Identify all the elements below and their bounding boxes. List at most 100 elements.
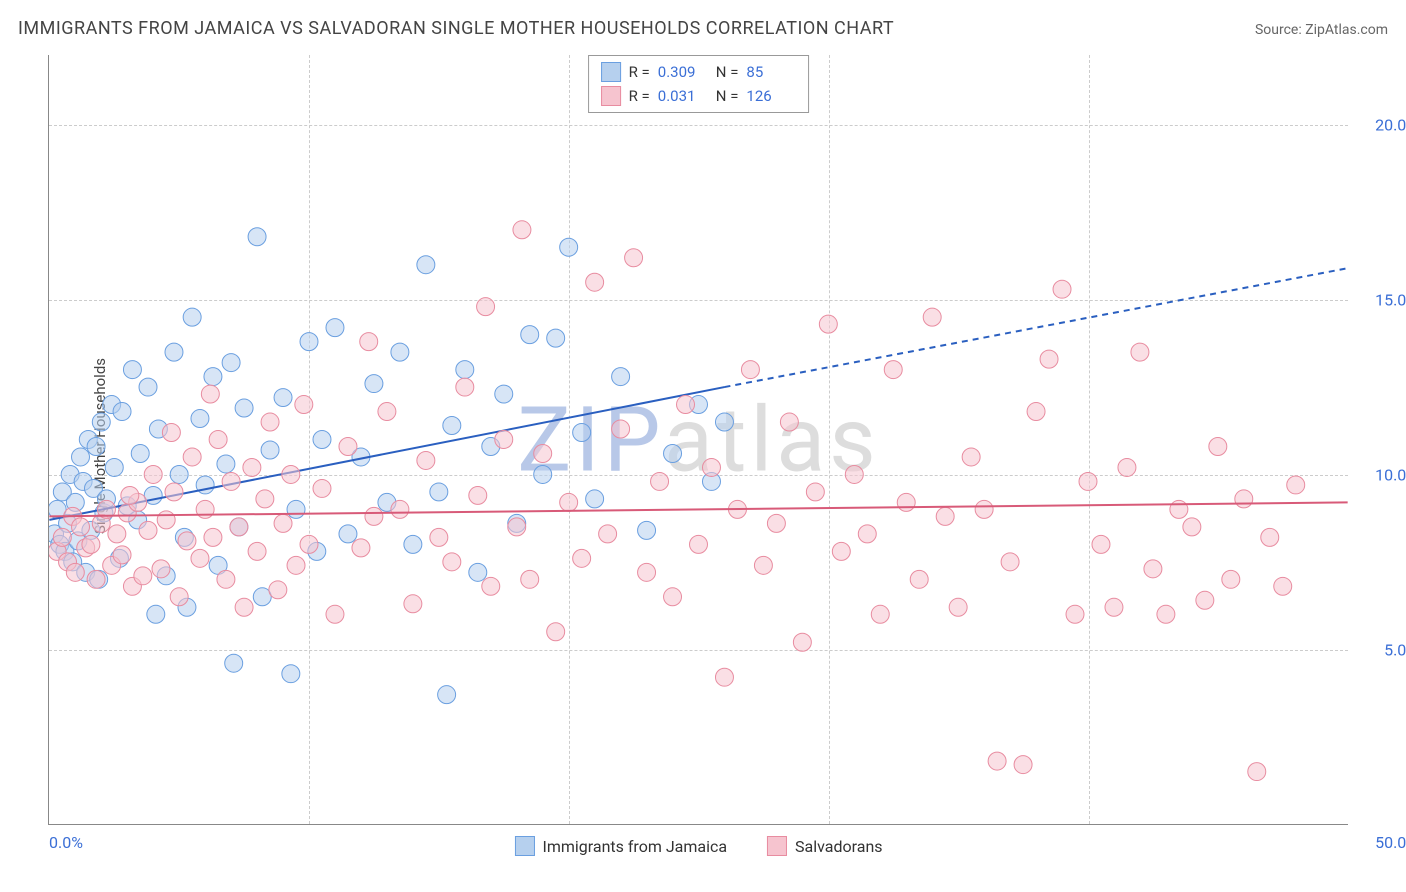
scatter-point-jamaica (313, 431, 331, 449)
scatter-point-salvadoran (287, 556, 305, 574)
scatter-point-salvadoran (191, 549, 209, 567)
scatter-point-salvadoran (1027, 403, 1045, 421)
scatter-point-salvadoran (217, 570, 235, 588)
series-legend-label: Immigrants from Jamaica (542, 837, 727, 856)
scatter-point-salvadoran (230, 518, 248, 536)
scatter-point-salvadoran (949, 598, 967, 616)
scatter-point-jamaica (638, 521, 656, 539)
scatter-point-salvadoran (482, 577, 500, 595)
scatter-point-salvadoran (204, 528, 222, 546)
scatter-point-jamaica (87, 438, 105, 456)
scatter-point-salvadoran (222, 472, 240, 490)
scatter-point-jamaica (430, 483, 448, 501)
scatter-point-salvadoran (108, 525, 126, 543)
scatter-point-jamaica (191, 410, 209, 428)
scatter-point-salvadoran (513, 221, 531, 239)
scatter-svg (49, 55, 1348, 824)
trend-line-extrapolated-jamaica (724, 268, 1347, 387)
scatter-point-jamaica (217, 455, 235, 473)
scatter-point-salvadoran (152, 560, 170, 578)
scatter-point-salvadoran (1144, 560, 1162, 578)
scatter-point-salvadoran (404, 595, 422, 613)
scatter-point-salvadoran (1105, 598, 1123, 616)
scatter-point-salvadoran (113, 546, 131, 564)
scatter-point-salvadoran (248, 542, 266, 560)
scatter-point-salvadoran (573, 549, 591, 567)
scatter-point-salvadoran (477, 298, 495, 316)
scatter-point-salvadoran (313, 479, 331, 497)
scatter-point-jamaica (274, 389, 292, 407)
scatter-point-salvadoran (165, 483, 183, 501)
scatter-point-jamaica (521, 326, 539, 344)
scatter-point-jamaica (560, 238, 578, 256)
scatter-point-salvadoran (547, 623, 565, 641)
scatter-point-jamaica (170, 465, 188, 483)
scatter-point-salvadoran (1274, 577, 1292, 595)
source-label: Source: ZipAtlas.com (1255, 22, 1388, 38)
scatter-point-jamaica (417, 256, 435, 274)
scatter-point-salvadoran (845, 465, 863, 483)
series-legend-item: Immigrants from Jamaica (514, 836, 727, 856)
scatter-point-salvadoran (300, 535, 318, 553)
scatter-point-salvadoran (295, 396, 313, 414)
scatter-point-salvadoran (780, 413, 798, 431)
scatter-point-salvadoran (282, 465, 300, 483)
scatter-point-jamaica (612, 368, 630, 386)
scatter-point-jamaica (469, 563, 487, 581)
scatter-point-salvadoran (443, 553, 461, 571)
scatter-point-salvadoran (638, 563, 656, 581)
y-tick-label: 15.0% (1358, 291, 1406, 310)
scatter-point-salvadoran (243, 458, 261, 476)
scatter-point-salvadoran (326, 605, 344, 623)
scatter-point-jamaica (586, 490, 604, 508)
scatter-point-salvadoran (134, 567, 152, 585)
scatter-point-jamaica (664, 444, 682, 462)
scatter-point-salvadoran (1248, 763, 1266, 781)
x-tick-label: 0.0% (49, 833, 83, 852)
scatter-point-salvadoran (391, 500, 409, 518)
scatter-point-salvadoran (209, 431, 227, 449)
scatter-point-salvadoran (53, 528, 71, 546)
scatter-point-jamaica (204, 368, 222, 386)
scatter-point-jamaica (235, 399, 253, 417)
scatter-point-salvadoran (806, 483, 824, 501)
x-tick-label: 50.0% (1358, 833, 1406, 852)
scatter-point-salvadoran (87, 570, 105, 588)
scatter-point-salvadoran (897, 493, 915, 511)
scatter-point-salvadoran (988, 752, 1006, 770)
scatter-point-salvadoran (82, 535, 100, 553)
scatter-point-salvadoran (599, 525, 617, 543)
scatter-point-salvadoran (936, 507, 954, 525)
scatter-point-salvadoran (884, 361, 902, 379)
scatter-point-salvadoran (360, 333, 378, 351)
legend-swatch-jamaica (601, 62, 621, 82)
scatter-point-salvadoran (1040, 350, 1058, 368)
scatter-point-jamaica (72, 448, 90, 466)
scatter-point-jamaica (495, 385, 513, 403)
scatter-point-salvadoran (1001, 553, 1019, 571)
scatter-point-salvadoran (352, 539, 370, 557)
scatter-point-salvadoran (664, 588, 682, 606)
scatter-point-salvadoran (274, 514, 292, 532)
scatter-point-salvadoran (469, 486, 487, 504)
scatter-point-jamaica (147, 605, 165, 623)
series-legend-item: Salvadorans (767, 836, 882, 856)
scatter-point-salvadoran (690, 535, 708, 553)
r-value: 0.031 (658, 87, 708, 105)
scatter-point-salvadoran (754, 556, 772, 574)
trend-line-salvadoran (49, 502, 1347, 516)
scatter-point-salvadoran (417, 451, 435, 469)
scatter-point-salvadoran (962, 448, 980, 466)
scatter-point-salvadoran (1066, 605, 1084, 623)
series-legend-label: Salvadorans (795, 837, 882, 856)
scatter-point-salvadoran (534, 444, 552, 462)
scatter-point-salvadoran (1196, 591, 1214, 609)
y-tick-label: 10.0% (1358, 466, 1406, 485)
scatter-point-salvadoran (858, 525, 876, 543)
scatter-point-jamaica (326, 319, 344, 337)
chart-title: IMMIGRANTS FROM JAMAICA VS SALVADORAN SI… (18, 18, 894, 39)
scatter-point-salvadoran (1092, 535, 1110, 553)
scatter-point-salvadoran (139, 521, 157, 539)
scatter-point-salvadoran (183, 448, 201, 466)
scatter-point-salvadoran (495, 431, 513, 449)
